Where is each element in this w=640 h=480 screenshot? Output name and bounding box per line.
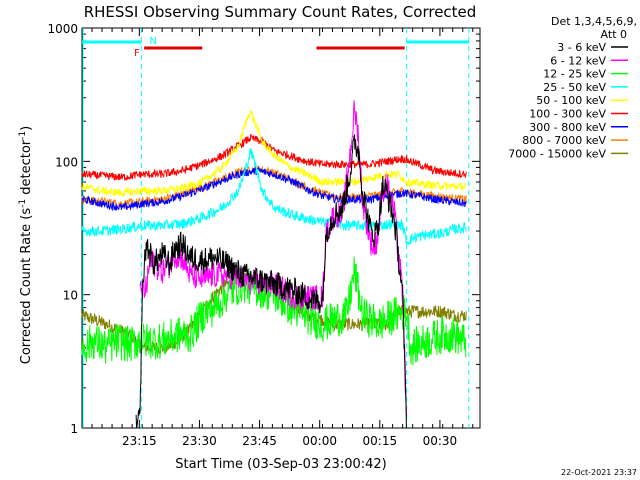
series-line-800-7000keV bbox=[81, 164, 467, 209]
legend-label: 800 - 7000 keV bbox=[522, 134, 606, 147]
x-tick-label: 00:30 bbox=[423, 434, 458, 448]
x-tick-label: 23:15 bbox=[122, 434, 157, 448]
series-line-25-50keV bbox=[81, 148, 467, 246]
series-line-12-25keV bbox=[81, 256, 467, 366]
y-tick-label: 10 bbox=[63, 289, 78, 303]
legend-header: Det 1,3,4,5,6,9, bbox=[551, 15, 637, 28]
legend-label: 3 - 6 keV bbox=[557, 41, 606, 54]
series-line-50-100keV bbox=[81, 110, 467, 197]
legend-label: 25 - 50 keV bbox=[543, 81, 606, 94]
x-tick-label: 23:30 bbox=[182, 434, 217, 448]
x-tick-label: 23:45 bbox=[242, 434, 277, 448]
x-tick-label: 00:00 bbox=[302, 434, 337, 448]
x-axis-label: Start Time (03-Sep-03 23:00:42) bbox=[175, 457, 386, 472]
legend-label: 6 - 12 keV bbox=[550, 54, 606, 67]
legend-label: 50 - 100 keV bbox=[536, 94, 606, 107]
legend-label: 300 - 800 keV bbox=[529, 121, 606, 134]
legend-label: 7000 - 15000 keV bbox=[508, 147, 606, 160]
legend-label: 12 - 25 keV bbox=[543, 68, 606, 81]
legend-header-att: Att 0 bbox=[601, 28, 627, 41]
y-tick-label: 1 bbox=[70, 422, 78, 436]
y-axis-label: Corrected Count Rate (s-1 detector-1) bbox=[18, 126, 34, 364]
flare-flag-label: F bbox=[134, 48, 140, 59]
y-tick-label: 100 bbox=[55, 155, 78, 169]
legend-label: 100 - 300 keV bbox=[529, 108, 606, 121]
series-line-300-800keV bbox=[81, 167, 467, 212]
y-tick-label: 1000 bbox=[47, 22, 78, 36]
plot-area: 1 10 100 1000 23:15 23:30 23:45 00:00 00:15 00:30… bbox=[47, 22, 481, 448]
night-flag-label: N bbox=[149, 36, 156, 47]
series-line-100-300keV bbox=[81, 133, 467, 181]
x-tick-label: 00:15 bbox=[363, 434, 398, 448]
date-stamp: 22-Oct-2021 23:37 bbox=[561, 468, 637, 477]
series-line-3-6keV bbox=[135, 133, 407, 429]
chart-title: RHESSI Observing Summary Count Rates, Co… bbox=[84, 3, 477, 21]
